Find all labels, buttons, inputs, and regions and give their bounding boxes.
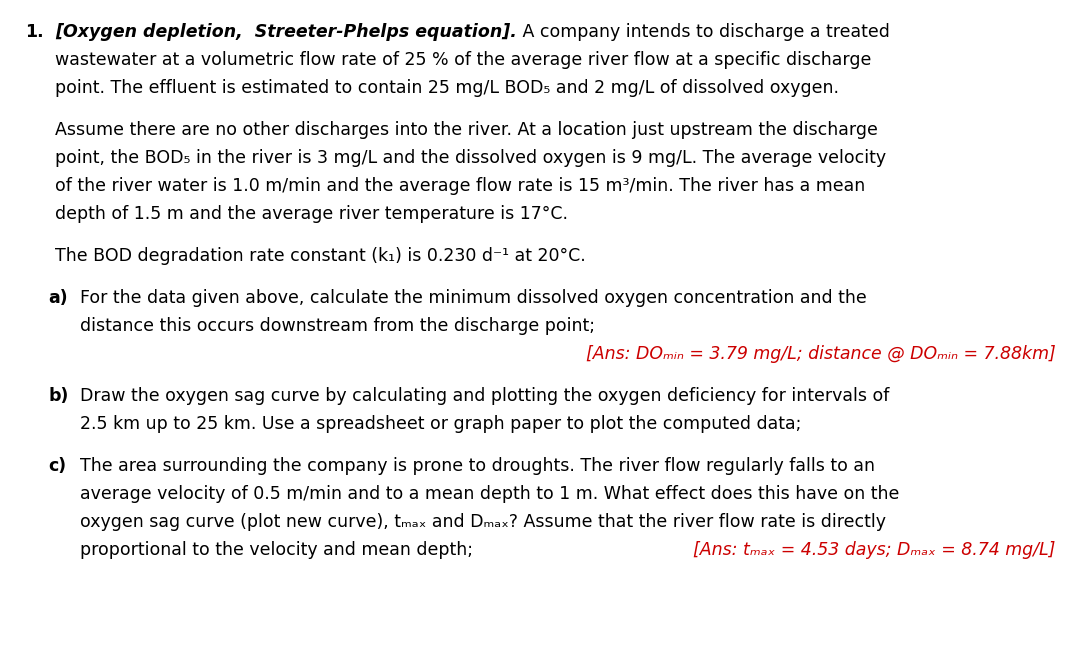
Text: [Ans: DOₘᵢₙ = 3.79 mg/L; distance @ DOₘᵢₙ = 7.88km]: [Ans: DOₘᵢₙ = 3.79 mg/L; distance @ DOₘᵢ… — [585, 345, 1056, 363]
Text: 1.: 1. — [25, 23, 43, 41]
Text: wastewater at a volumetric flow rate of 25 % of the average river flow at a spec: wastewater at a volumetric flow rate of … — [55, 51, 871, 69]
Text: oxygen sag curve (plot new curve), tₘₐₓ and Dₘₐₓ? Assume that the river flow rat: oxygen sag curve (plot new curve), tₘₐₓ … — [80, 513, 886, 531]
Text: b): b) — [48, 387, 68, 405]
Text: proportional to the velocity and mean depth;: proportional to the velocity and mean de… — [80, 541, 473, 559]
Text: [Ans: tₘₐₓ = 4.53 days; Dₘₐₓ = 8.74 mg/L]: [Ans: tₘₐₓ = 4.53 days; Dₘₐₓ = 8.74 mg/L… — [693, 541, 1056, 559]
Text: point. The effluent is estimated to contain 25 mg/L BOD₅ and 2 mg/L of dissolved: point. The effluent is estimated to cont… — [55, 79, 839, 97]
Text: [Oxygen depletion,  Streeter-Phelps equation].: [Oxygen depletion, Streeter-Phelps equat… — [55, 23, 517, 41]
Text: 2.5 km up to 25 km. Use a spreadsheet or graph paper to plot the computed data;: 2.5 km up to 25 km. Use a spreadsheet or… — [80, 415, 801, 433]
Text: For the data given above, calculate the minimum dissolved oxygen concentration a: For the data given above, calculate the … — [80, 289, 867, 307]
Text: A company intends to discharge a treated: A company intends to discharge a treated — [517, 23, 889, 41]
Text: of the river water is 1.0 m/min and the average flow rate is 15 m³/min. The rive: of the river water is 1.0 m/min and the … — [55, 177, 866, 195]
Text: distance this occurs downstream from the discharge point;: distance this occurs downstream from the… — [80, 317, 595, 335]
Text: c): c) — [48, 457, 66, 475]
Text: average velocity of 0.5 m/min and to a mean depth to 1 m. What effect does this : average velocity of 0.5 m/min and to a m… — [80, 485, 899, 503]
Text: depth of 1.5 m and the average river temperature is 17°C.: depth of 1.5 m and the average river tem… — [55, 205, 568, 223]
Text: point, the BOD₅ in the river is 3 mg/L and the dissolved oxygen is 9 mg/L. The a: point, the BOD₅ in the river is 3 mg/L a… — [55, 149, 886, 167]
Text: Draw the oxygen sag curve by calculating and plotting the oxygen deficiency for : Draw the oxygen sag curve by calculating… — [80, 387, 889, 405]
Text: a): a) — [48, 289, 67, 307]
Text: The BOD degradation rate constant (k₁) is 0.230 d⁻¹ at 20°C.: The BOD degradation rate constant (k₁) i… — [55, 247, 585, 265]
Text: Assume there are no other discharges into the river. At a location just upstream: Assume there are no other discharges int… — [55, 121, 877, 139]
Text: [Oxygen depletion,  Streeter-Phelps equation].: [Oxygen depletion, Streeter-Phelps equat… — [55, 23, 517, 41]
Text: The area surrounding the company is prone to droughts. The river flow regularly : The area surrounding the company is pron… — [80, 457, 875, 475]
